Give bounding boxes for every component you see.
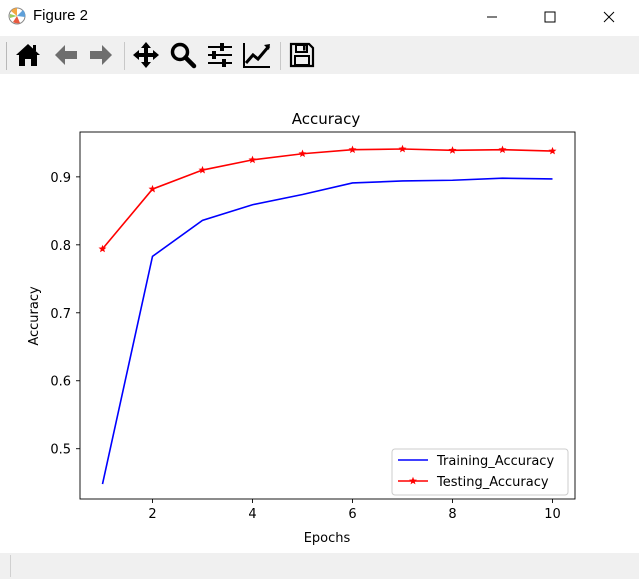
- minimize-button[interactable]: [469, 0, 515, 34]
- series-line-training-accuracy: [101, 177, 553, 485]
- data-point-marker: [548, 146, 557, 155]
- title-bar[interactable]: Figure 2: [0, 0, 639, 34]
- legend-label-testing: Testing_Accuracy: [436, 475, 549, 490]
- legend: Training_Accuracy Testing_Accuracy: [391, 448, 569, 496]
- toolbar-grip: [6, 42, 7, 70]
- line-chart-icon: [243, 43, 271, 68]
- x-tick-label: 4: [248, 507, 256, 522]
- save-button[interactable]: [285, 38, 319, 72]
- x-tick-label: 6: [348, 507, 356, 522]
- back-button[interactable]: [49, 38, 83, 72]
- x-tick-label: 8: [448, 507, 456, 522]
- y-axis-label: Accuracy: [27, 286, 42, 346]
- data-point-marker: [498, 145, 507, 154]
- move-icon: [133, 42, 159, 68]
- navigation-toolbar: [0, 36, 639, 74]
- toolbar-separator: [124, 42, 125, 70]
- data-point-marker: [348, 145, 357, 154]
- data-point-marker: [248, 155, 257, 164]
- series-line-testing-accuracy: [101, 148, 553, 250]
- y-tick-label: 0.7: [50, 307, 71, 322]
- data-point-marker: [148, 184, 157, 193]
- window-title: Figure 2: [33, 7, 89, 24]
- pan-button[interactable]: [129, 38, 163, 72]
- legend-label-training: Training_Accuracy: [436, 454, 554, 469]
- data-point-marker: [398, 144, 407, 153]
- data-point-marker: [448, 146, 457, 154]
- magnifier-icon: [170, 42, 197, 69]
- y-tick-label: 0.5: [50, 443, 71, 458]
- data-point-marker: [298, 149, 307, 158]
- chart-title: Accuracy: [292, 110, 361, 128]
- y-tick-label: 0.8: [50, 239, 71, 254]
- edit-axis-button[interactable]: [240, 38, 274, 72]
- right-arrow-icon: [90, 45, 112, 65]
- close-button[interactable]: [586, 0, 632, 34]
- left-arrow-icon: [55, 45, 77, 65]
- minimize-icon: [487, 16, 497, 18]
- x-tick-label: 10: [544, 507, 561, 522]
- plot-frame: [79, 131, 576, 500]
- legend-marker-testing: [409, 476, 417, 485]
- zoom-button[interactable]: [166, 38, 200, 72]
- figure-canvas[interactable]: Accuracy 2 4 6 8 10 0.5 0.6 0.7 0.8 0.9 Epochs Ac…: [0, 74, 639, 552]
- x-axis-label: Epochs: [304, 531, 351, 546]
- home-button[interactable]: [11, 38, 45, 72]
- legend-frame: [391, 448, 569, 496]
- x-tick-label: 2: [148, 507, 156, 522]
- floppy-disk-icon: [289, 42, 315, 68]
- maximize-button[interactable]: [527, 0, 573, 34]
- y-tick-label: 0.6: [50, 375, 71, 390]
- toolbar-separator: [280, 42, 281, 70]
- status-bar: [0, 553, 639, 579]
- close-icon: [603, 11, 615, 23]
- status-message: [10, 555, 637, 577]
- data-point-marker: [198, 165, 207, 174]
- home-icon: [16, 44, 40, 66]
- y-tick-label: 0.9: [50, 171, 71, 186]
- matplotlib-logo-icon: [8, 7, 26, 25]
- data-point-marker: [98, 244, 107, 253]
- sliders-icon: [208, 43, 232, 67]
- accuracy-chart: Accuracy 2 4 6 8 10 0.5 0.6 0.7 0.8 0.9 Epochs Ac…: [27, 110, 576, 546]
- configure-subplots-button[interactable]: [203, 38, 237, 72]
- forward-button[interactable]: [84, 38, 118, 72]
- maximize-icon: [544, 11, 556, 23]
